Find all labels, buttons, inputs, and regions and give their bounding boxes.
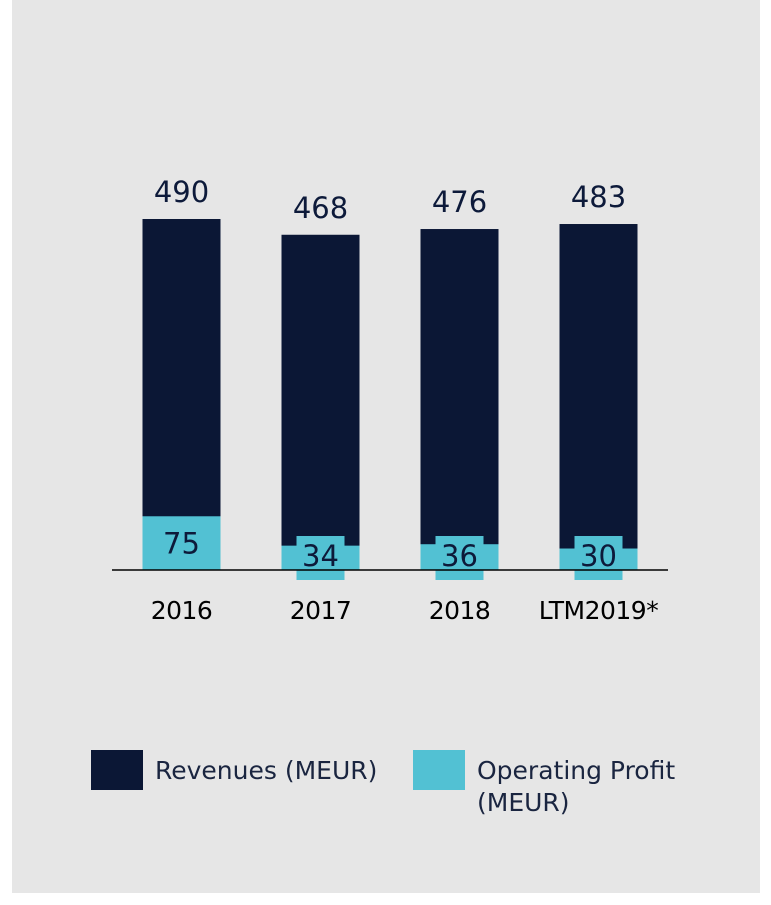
value-label: 476 [432, 185, 487, 219]
value-label: 36 [441, 539, 478, 573]
value-label: 490 [154, 175, 209, 209]
legend-swatch [91, 750, 143, 790]
bar [142, 219, 221, 570]
legend-swatch [413, 750, 465, 790]
label-box [296, 536, 345, 580]
bar [281, 234, 360, 570]
label-box [157, 523, 206, 568]
value-label: 468 [293, 191, 348, 225]
bar [559, 224, 638, 570]
label-box [435, 536, 484, 580]
bar [420, 229, 499, 570]
value-label: 34 [302, 539, 339, 573]
x-tick-label: LTM2019* [539, 596, 658, 625]
legend-item: Operating Profit (MEUR) [413, 750, 692, 819]
value-label: 75 [163, 526, 200, 560]
label-box [574, 536, 623, 580]
x-tick-label: 2017 [290, 596, 352, 625]
x-tick-label: 2018 [429, 596, 491, 625]
legend-label: Revenues (MEUR) [155, 756, 378, 785]
x-tick-label: 2016 [151, 596, 213, 625]
value-label: 483 [571, 180, 626, 214]
value-label: 30 [580, 539, 617, 573]
legend-item: Revenues (MEUR) [91, 750, 385, 790]
legend-label: Operating Profit (MEUR) [477, 756, 676, 817]
